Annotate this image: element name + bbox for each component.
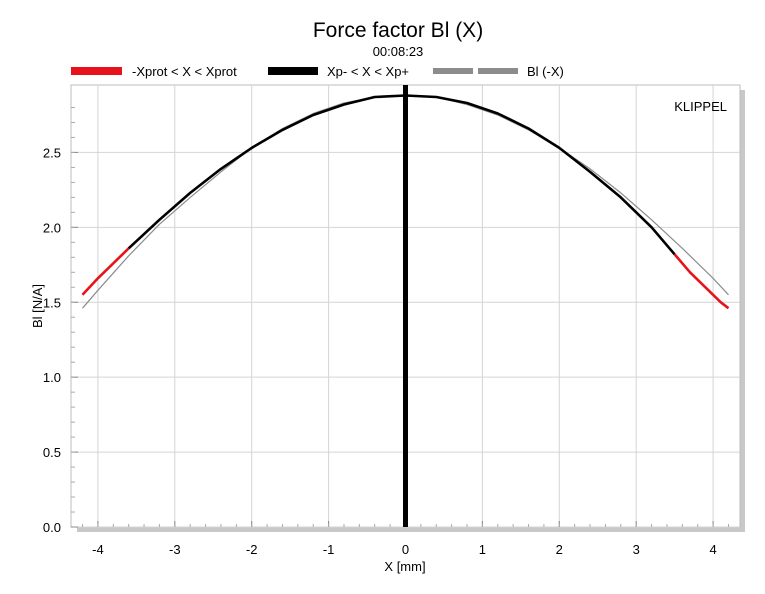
legend-swatch-black — [268, 67, 318, 75]
y-tick-label: 2.5 — [43, 145, 61, 160]
y-tick-labels: 0.0 0.5 1.0 1.5 2.0 2.5 — [43, 145, 61, 535]
series-0-point — [97, 277, 99, 279]
x-tick-labels: -4 -3 -2 -1 0 1 2 3 4 — [92, 542, 717, 557]
series-2-point — [127, 255, 129, 257]
series-0-point — [704, 286, 706, 288]
x-tick-label: 4 — [709, 542, 716, 557]
legend-label-red: -Xprot < X < Xprot — [132, 64, 237, 79]
series-1-point — [158, 219, 160, 221]
series-0-point — [727, 307, 729, 309]
x-tick-label: -2 — [246, 542, 258, 557]
series-1-point — [589, 171, 591, 173]
series-2-point — [435, 96, 437, 98]
y-tick-label: 1.5 — [43, 295, 61, 310]
series-2-point — [466, 103, 468, 105]
series-2-point — [97, 289, 99, 291]
series-2-point — [712, 277, 714, 279]
plot-shadow-bottom — [77, 527, 745, 532]
series-2-point — [158, 223, 160, 225]
series-0-point — [720, 301, 722, 303]
x-axis-label: X [mm] — [384, 559, 425, 574]
series-2-point — [281, 127, 283, 129]
series-2-point — [650, 219, 652, 221]
series-0-point — [689, 271, 691, 273]
series-2-point — [681, 247, 683, 249]
series-1-point — [127, 247, 129, 249]
series-2-point — [312, 112, 314, 114]
legend-swatch-gray-2 — [478, 68, 518, 74]
x-tick-label: 0 — [402, 542, 409, 557]
series-2-point — [374, 96, 376, 98]
series-2-point — [558, 147, 560, 149]
legend: -Xprot < X < Xprot Xp- < X < Xp+ Bl (-X) — [71, 64, 564, 79]
x-tick-label: -3 — [169, 542, 181, 557]
series-2-point — [497, 114, 499, 116]
minor-ticks — [71, 106, 729, 528]
legend-label-gray: Bl (-X) — [527, 64, 564, 79]
x-tick-label: -4 — [92, 542, 104, 557]
series-2-point — [589, 168, 591, 170]
chart-title: Force factor Bl (X) — [313, 19, 483, 42]
series-2-point — [220, 171, 222, 173]
series-2-point — [251, 147, 253, 149]
series-0-point — [112, 262, 114, 264]
series-2-point — [527, 129, 529, 131]
series-line-xprot — [673, 253, 730, 310]
x-tick-label: -1 — [323, 542, 335, 557]
watermark-klippel: KLIPPEL — [674, 99, 727, 114]
y-tick-label: 1.0 — [43, 370, 61, 385]
x-tick-label: 2 — [556, 542, 563, 557]
series-2-point — [727, 294, 729, 296]
series-0-point — [81, 294, 83, 296]
series-1-point — [673, 253, 675, 255]
x-tick-label: 1 — [479, 542, 486, 557]
series-2-point — [81, 307, 83, 309]
x-tick-label: 3 — [633, 542, 640, 557]
legend-swatch-gray-1 — [433, 68, 473, 74]
series-1-point — [220, 168, 222, 170]
series-2-point — [189, 196, 191, 198]
y-tick-label: 0.5 — [43, 445, 61, 460]
chart-subtitle: 00:08:23 — [373, 44, 424, 59]
series-line-xprot — [81, 247, 130, 296]
series-2-point — [620, 192, 622, 194]
y-tick-label: 0.0 — [43, 520, 61, 535]
y-axis-label: Bl [N/A] — [30, 284, 45, 328]
legend-swatch-red — [71, 67, 122, 75]
legend-label-black: Xp- < X < Xp+ — [327, 64, 409, 79]
series-1-point — [189, 192, 191, 194]
series-1-point — [620, 196, 622, 198]
series-1-point — [650, 226, 652, 228]
y-tick-label: 2.0 — [43, 220, 61, 235]
series-2-point — [343, 102, 345, 104]
plot-shadow-right — [740, 90, 745, 532]
